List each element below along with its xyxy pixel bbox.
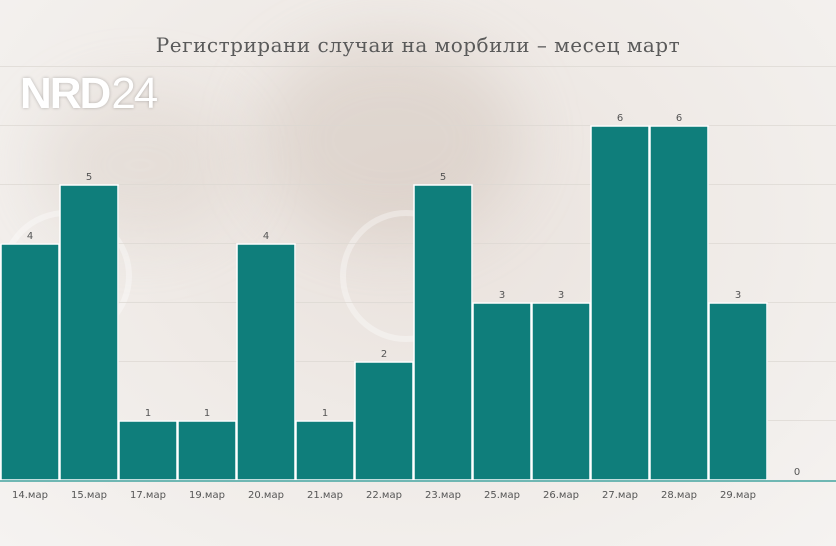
bar bbox=[708, 302, 768, 481]
bar bbox=[590, 125, 650, 481]
x-tick-label: 28.мар bbox=[661, 490, 697, 501]
data-label: 4 bbox=[263, 231, 269, 242]
data-label: 1 bbox=[145, 408, 151, 419]
chart-title: Регистрирани случаи на морбили – месец м… bbox=[155, 33, 681, 57]
nrd24-logo: NRD24 bbox=[20, 69, 158, 118]
x-tick-label: 27.мар bbox=[602, 490, 638, 501]
x-tick-label: 17.мар bbox=[130, 490, 166, 501]
bar bbox=[649, 125, 709, 481]
x-tick-label: 14.мар bbox=[12, 490, 48, 501]
bar bbox=[0, 243, 60, 481]
data-label: 5 bbox=[440, 172, 446, 183]
data-label: 1 bbox=[322, 408, 328, 419]
data-label: 3 bbox=[558, 290, 564, 301]
gridline bbox=[0, 125, 836, 126]
bar bbox=[177, 420, 237, 481]
x-tick-label: 25.мар bbox=[484, 490, 520, 501]
bar bbox=[531, 302, 591, 481]
x-tick-label: 20.мар bbox=[248, 490, 284, 501]
background-photo bbox=[260, 40, 520, 240]
bar bbox=[236, 243, 296, 481]
bar bbox=[295, 420, 355, 481]
data-label: 6 bbox=[617, 113, 623, 124]
bar bbox=[59, 184, 119, 481]
data-label: 5 bbox=[86, 172, 92, 183]
x-tick-label: 23.мар bbox=[425, 490, 461, 501]
x-tick-label: 15.мар bbox=[71, 490, 107, 501]
x-tick-label: 19.мар bbox=[189, 490, 225, 501]
x-tick-label: 29.мар bbox=[720, 490, 756, 501]
bar bbox=[413, 184, 473, 481]
data-label: 2 bbox=[381, 349, 387, 360]
x-tick-label: 22.мар bbox=[366, 490, 402, 501]
bar bbox=[118, 420, 178, 481]
x-tick-label: 26.мар bbox=[543, 490, 579, 501]
data-label: 1 bbox=[204, 408, 210, 419]
data-label: 0 bbox=[794, 467, 800, 478]
bar bbox=[354, 361, 414, 481]
bar bbox=[472, 302, 532, 481]
x-tick-label: 21.мар bbox=[307, 490, 343, 501]
data-label: 6 bbox=[676, 113, 682, 124]
gridline bbox=[0, 66, 836, 67]
data-label: 3 bbox=[499, 290, 505, 301]
data-label: 4 bbox=[27, 231, 33, 242]
data-label: 3 bbox=[735, 290, 741, 301]
